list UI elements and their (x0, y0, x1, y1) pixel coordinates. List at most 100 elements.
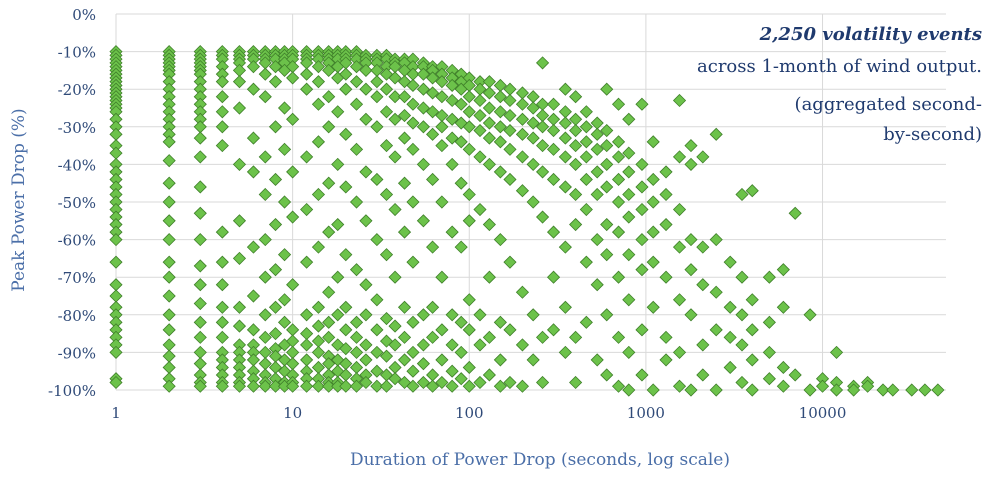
data-point (311, 135, 326, 149)
data-point (473, 108, 487, 123)
x-axis-tick-labels: 1 10 100 1000 10000 (111, 404, 846, 422)
data-point (569, 157, 583, 171)
data-point (370, 323, 384, 337)
data-point (162, 323, 176, 337)
data-point (536, 108, 550, 123)
data-point (546, 142, 561, 156)
data-point (696, 368, 710, 382)
data-point (388, 202, 402, 217)
data-point (193, 120, 207, 134)
data-point (569, 123, 583, 138)
data-point (569, 330, 583, 344)
data-point (232, 300, 247, 314)
data-point (349, 60, 364, 74)
data-point (622, 112, 636, 126)
data-point (745, 184, 759, 198)
data-point (803, 308, 817, 322)
annotation-line-2: (aggregated second- (795, 94, 982, 115)
data-point (215, 278, 229, 292)
data-point (331, 217, 345, 232)
data-point (723, 255, 737, 269)
data-point (311, 379, 326, 393)
data-point (331, 157, 345, 171)
data-point (215, 255, 229, 269)
data-point (193, 296, 207, 311)
data-point (277, 195, 292, 209)
data-point (646, 255, 660, 269)
data-point (503, 172, 517, 187)
data-point (493, 315, 507, 329)
data-point (445, 308, 459, 322)
data-point (193, 233, 207, 247)
data-point (503, 323, 517, 337)
data-point (426, 172, 440, 187)
data-points (109, 45, 945, 397)
data-point (558, 131, 572, 145)
data-point (579, 172, 593, 187)
data-point (454, 315, 468, 329)
data-point (397, 225, 412, 239)
data-point (406, 116, 420, 130)
x-tick-label: 10 (283, 404, 302, 422)
data-point (829, 345, 844, 359)
data-point (215, 300, 229, 314)
data-point (536, 375, 550, 390)
data-point (462, 142, 476, 156)
data-point (646, 172, 660, 187)
data-point (359, 353, 373, 367)
data-point (684, 383, 698, 397)
data-point (635, 157, 649, 171)
data-point (162, 233, 176, 247)
data-point (246, 379, 261, 393)
data-point (482, 131, 496, 145)
data-point (232, 319, 247, 333)
data-point (762, 270, 776, 284)
data-point (162, 255, 176, 269)
data-point (331, 308, 345, 322)
data-point (558, 150, 572, 164)
data-point (723, 300, 737, 314)
data-point (546, 97, 561, 111)
data-point (379, 311, 394, 326)
data-point (406, 78, 420, 93)
data-point (672, 93, 687, 108)
data-point (193, 150, 207, 164)
data-point (482, 217, 496, 232)
data-point (536, 330, 550, 344)
y-tick-label: -40% (58, 156, 96, 174)
data-point (268, 300, 283, 314)
data-point (300, 308, 314, 322)
data-point (696, 338, 710, 352)
data-point (379, 187, 394, 202)
data-point (735, 308, 749, 322)
data-point (277, 293, 292, 307)
data-point (426, 368, 440, 382)
data-point (370, 172, 384, 187)
y-tick-label: -10% (58, 44, 96, 62)
data-point (579, 105, 593, 119)
data-point (635, 263, 649, 277)
data-point (258, 90, 272, 104)
data-point (300, 353, 314, 367)
data-point (536, 210, 550, 224)
data-point (215, 225, 229, 239)
data-point (445, 93, 459, 108)
data-point (232, 75, 247, 89)
data-point (482, 368, 496, 382)
data-point (526, 308, 540, 322)
data-point (600, 368, 614, 382)
data-point (286, 165, 300, 179)
data-point (397, 300, 412, 314)
data-point (359, 338, 373, 352)
data-point (611, 379, 626, 393)
data-point (558, 105, 572, 119)
data-point (579, 202, 593, 217)
data-point (349, 97, 364, 111)
data-point (569, 187, 583, 202)
data-point (416, 157, 430, 171)
data-point (416, 67, 430, 81)
data-point (311, 187, 326, 202)
data-point (590, 353, 604, 367)
data-point (435, 375, 449, 390)
